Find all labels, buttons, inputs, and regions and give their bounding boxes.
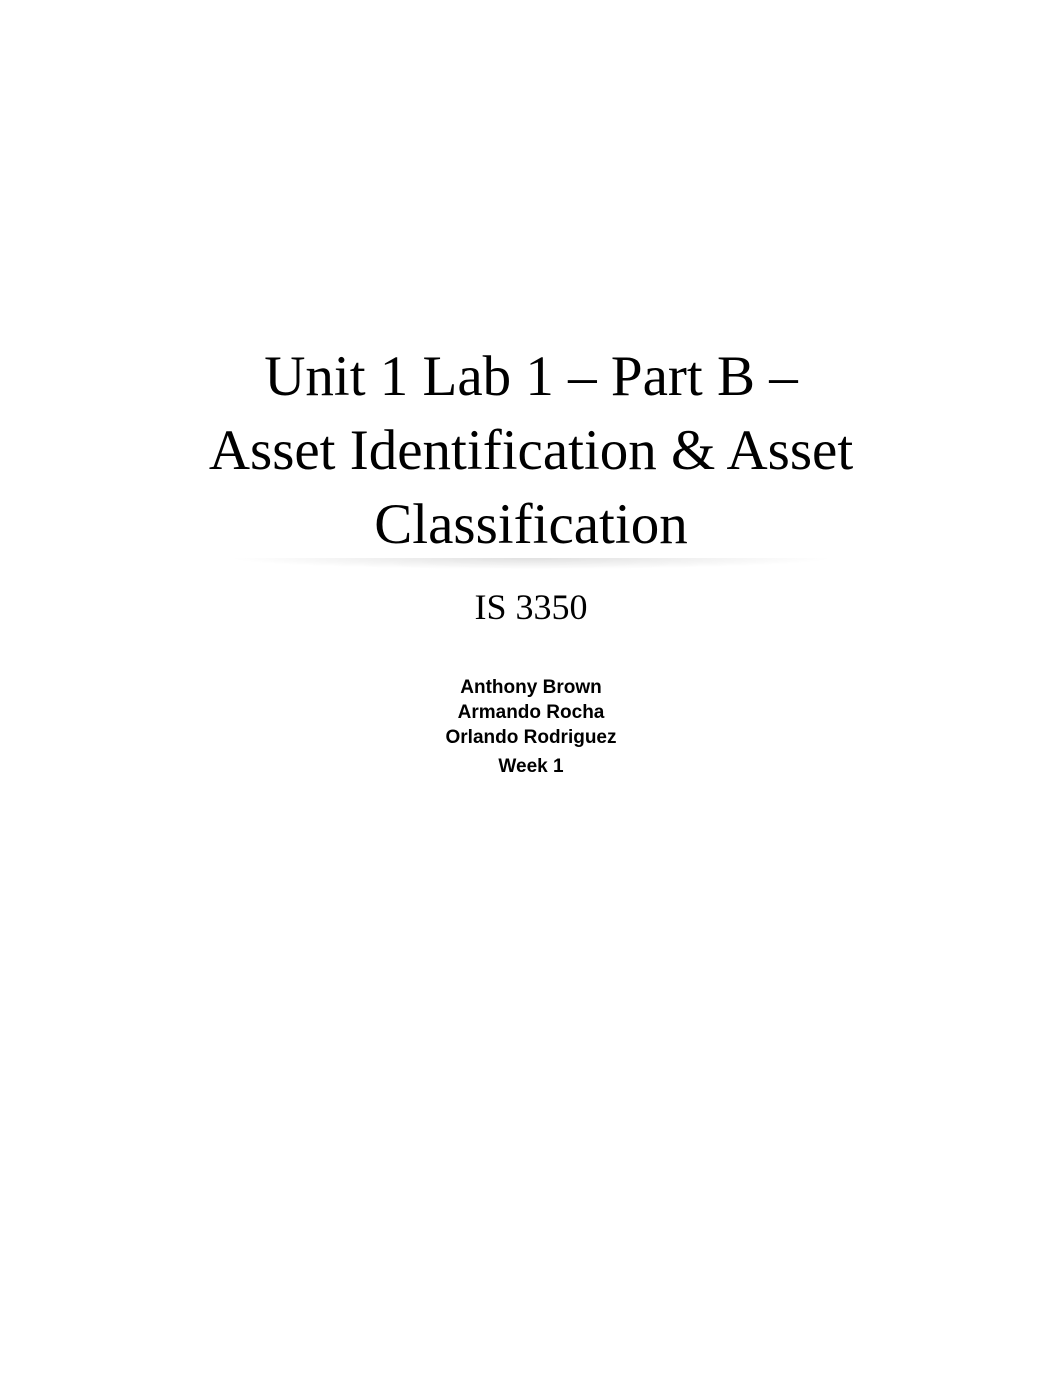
title-line-3: Classification — [374, 493, 687, 556]
title-line-1: Unit 1 Lab 1 – Part B – — [264, 345, 798, 408]
author-name: Anthony Brown — [100, 676, 962, 701]
document-page: Unit 1 Lab 1 – Part B – Asset Identifica… — [0, 0, 1062, 1377]
author-name: Armando Rocha — [100, 701, 962, 726]
subtitle: IS 3350 — [100, 586, 962, 628]
main-title: Unit 1 Lab 1 – Part B – Asset Identifica… — [100, 340, 962, 562]
author-name: Orlando Rodriguez — [100, 726, 962, 751]
week-label: Week 1 — [100, 756, 962, 778]
title-shadow — [100, 558, 962, 574]
title-line-2: Asset Identification & Asset — [209, 419, 853, 482]
authors-block: Anthony Brown Armando Rocha Orlando Rodr… — [100, 676, 962, 750]
title-container: Unit 1 Lab 1 – Part B – Asset Identifica… — [100, 340, 962, 562]
